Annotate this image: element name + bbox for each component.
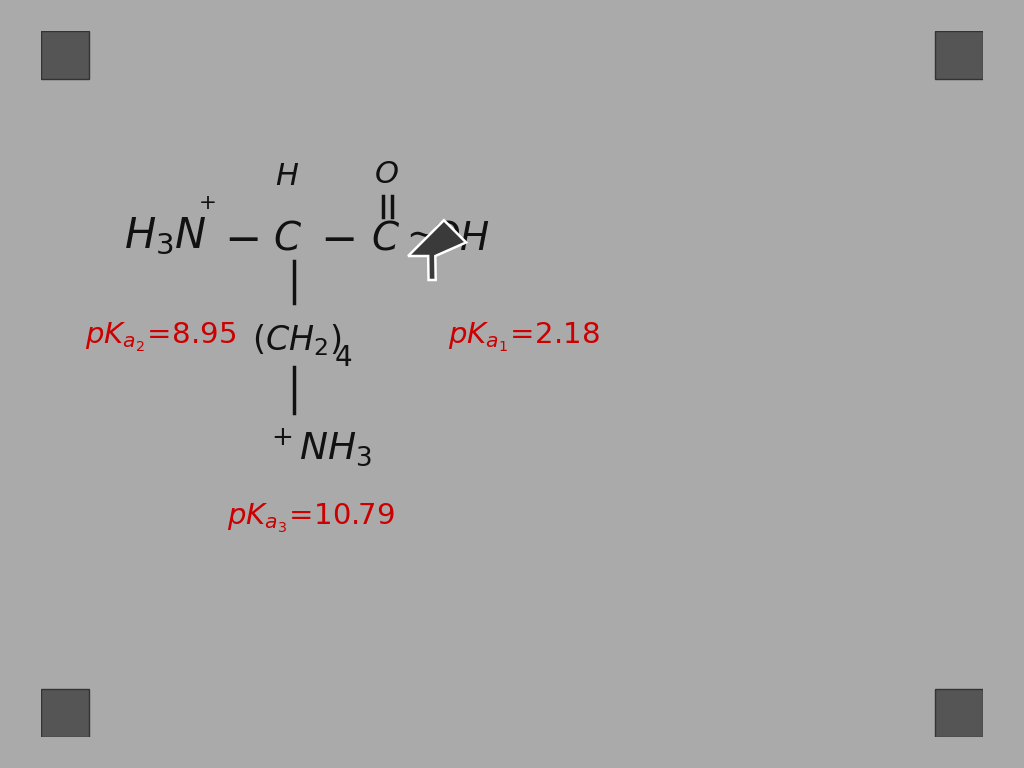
Text: $pK_{a_3}\!=\!10.79$: $pK_{a_3}\!=\!10.79$ — [226, 502, 395, 535]
Bar — [935, 690, 983, 737]
Text: $(CH_2)$: $(CH_2)$ — [252, 322, 341, 358]
Text: $-$: $-$ — [224, 217, 259, 260]
Bar — [935, 31, 983, 78]
Text: $OH$: $OH$ — [429, 220, 489, 257]
Bar — [41, 31, 89, 78]
Text: $C$: $C$ — [273, 220, 302, 257]
Text: $^+NH_3$: $^+NH_3$ — [266, 427, 373, 468]
Polygon shape — [409, 220, 466, 280]
Text: $\sim$: $\sim$ — [398, 218, 434, 252]
Text: $O$: $O$ — [374, 160, 398, 189]
Text: $H_3N$: $H_3N$ — [124, 215, 207, 257]
Text: $4$: $4$ — [334, 344, 352, 372]
Text: $pK_{a_1}\!=\!2.18$: $pK_{a_1}\!=\!2.18$ — [447, 320, 599, 353]
Text: $^+$: $^+$ — [194, 197, 216, 226]
Text: $H$: $H$ — [275, 161, 300, 190]
Text: $C$: $C$ — [372, 220, 400, 257]
Bar — [41, 690, 89, 737]
Text: $pK_{a_2}\!=\!8.95$: $pK_{a_2}\!=\!8.95$ — [85, 320, 237, 353]
Text: $-$: $-$ — [319, 217, 354, 260]
